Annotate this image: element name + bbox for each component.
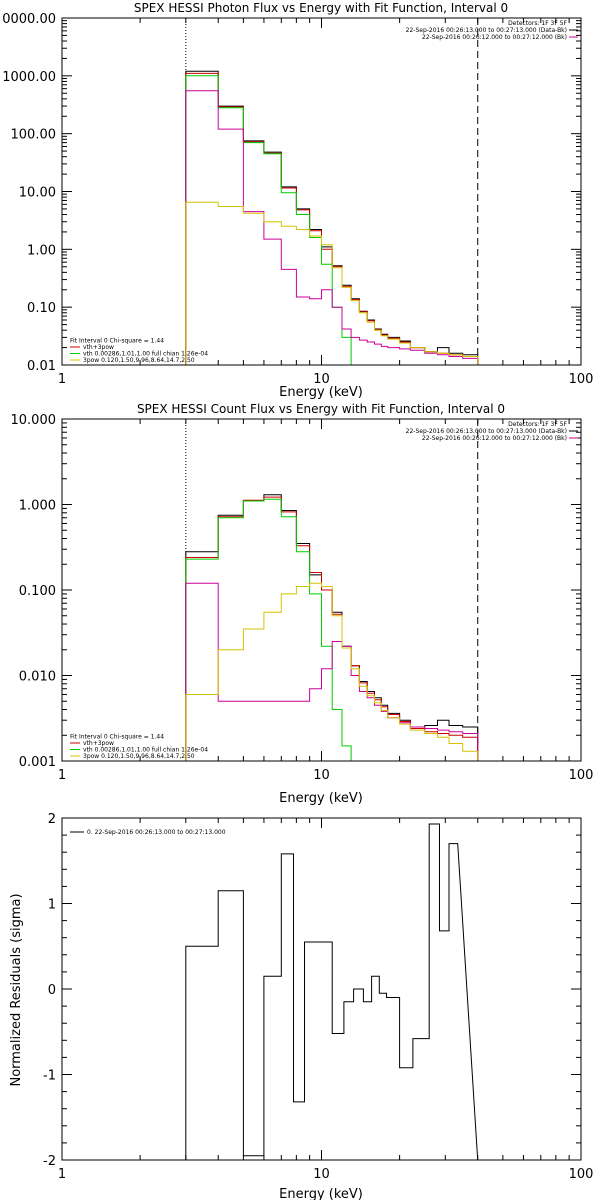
y-tick-label: 1.00 <box>27 243 56 258</box>
x-tick-label: 10 <box>313 1167 330 1182</box>
plot-area: 1 10 100 0.01 0.10 1.00 10.00 100.00 1000.00 0000… <box>2 12 594 387</box>
count-flux-panel: SPEX HESSI Count Flux vs Energy with Fit… <box>11 402 594 806</box>
x-tick-label: 1 <box>58 768 66 783</box>
series-line-2 <box>185 75 479 365</box>
legend-entry: vth+3pow <box>83 740 114 747</box>
y-tick-label: 0.100 <box>19 584 56 599</box>
x-ticks: 1 10 100 <box>58 18 594 387</box>
y-ticks: -2 -1 0 1 2 <box>43 812 581 1169</box>
y-ticks: 0.01 0.10 1.00 10.00 100.00 1000.00 0000.00 <box>2 12 581 374</box>
y-tick-label: 0.01 <box>27 359 56 374</box>
y-tick-label: -2 <box>43 1154 56 1169</box>
y-axis-label: Normalized Residuals (sigma) <box>9 893 24 1086</box>
x-tick-label: 1 <box>58 372 66 387</box>
legend-entry: 3pow 0.120,1.50,9.96,8.64,14.7,2.50 <box>83 357 195 364</box>
x-tick-label: 100 <box>569 372 594 387</box>
y-tick-label: 10.00 <box>19 186 56 201</box>
legend-entry: 22-Sep-2016 00:26:13.000 to 00:27:13.000… <box>406 428 567 435</box>
y-ticks: 0.001 0.010 0.100 1.000 10.000 <box>11 413 581 770</box>
legend-entry: vth+3pow <box>83 344 114 351</box>
series-line-2 <box>185 498 479 761</box>
residuals-panel: Energy (keV) Normalized Residuals (sigma… <box>9 812 593 1200</box>
series-line-0 <box>185 823 479 1160</box>
y-tick-label: 100.00 <box>11 128 57 143</box>
y-tick-label: 1000.00 <box>2 70 56 85</box>
legend-entry: 22-Sep-2016 00:26:13.000 to 00:27:13.000… <box>406 27 567 34</box>
x-tick-label: 1 <box>58 1167 66 1182</box>
chart-title: SPEX HESSI Count Flux vs Energy with Fit… <box>137 402 505 416</box>
plot-area: 1 10 100 -2 -1 0 1 2 0. 22-Sep-2016 00:26:13.000… <box>43 812 593 1182</box>
legend-bottom: Fit Interval 0 Chi-square = 1.44vth+3pow… <box>70 734 208 760</box>
y-tick-label: 0.001 <box>19 755 56 770</box>
legend-top: 0. 22-Sep-2016 00:26:13.000 to 00:27:13.… <box>70 829 226 836</box>
y-tick-label: 0000.00 <box>2 12 56 27</box>
x-tick-label: 100 <box>569 768 594 783</box>
plot-frame <box>61 817 582 1161</box>
legend-entry: vth 0.00286,1.01,1.00 full chian 1.26e-0… <box>83 747 208 754</box>
legend-entry: Detectors: 1F 3F 5F <box>508 20 567 27</box>
series-group <box>185 70 479 365</box>
legend-entry: vth 0.00286,1.01,1.00 full chian 1.26e-0… <box>83 351 208 358</box>
plot-frame <box>61 418 582 762</box>
y-tick-label: 0 <box>48 983 56 998</box>
series-line-4 <box>185 201 479 365</box>
legend-entry: Detectors: 1F 3F 5F <box>508 421 567 428</box>
series-line-4 <box>185 582 479 761</box>
y-tick-label: 10.000 <box>11 413 57 428</box>
y-tick-label: 2 <box>48 812 56 827</box>
x-tick-label: 10 <box>313 372 330 387</box>
legend-entry: 22-Sep-2016 00:26:12.000 to 00:27:12.000… <box>422 34 567 41</box>
x-axis-label: Energy (keV) <box>279 385 363 400</box>
y-tick-label: 1 <box>48 898 56 913</box>
legend-entry: 3pow 0.120,1.50,9.96,8.64,14.7,2.50 <box>83 753 195 760</box>
x-axis-label: Energy (keV) <box>279 1187 363 1200</box>
y-tick-label: 0.010 <box>19 670 56 685</box>
y-tick-label: 1.000 <box>19 499 56 514</box>
legend-entry: 22-Sep-2016 00:26:12.000 to 00:27:12.000… <box>422 435 567 442</box>
plot-frame <box>61 17 582 366</box>
y-tick-label: -1 <box>43 1069 56 1084</box>
legend-entry: Fit Interval 0 Chi-square = 1.44 <box>70 734 164 741</box>
legend-entry: Fit Interval 0 Chi-square = 1.44 <box>70 338 164 345</box>
plot-area: 1 10 100 0.001 0.010 0.100 1.000 10.000 Detector… <box>11 413 594 783</box>
legend-entry: 0. 22-Sep-2016 00:26:13.000 to 00:27:13.… <box>87 829 226 836</box>
series-group <box>185 823 479 1160</box>
chart-title: SPEX HESSI Photon Flux vs Energy with Fi… <box>134 1 508 15</box>
legend-bottom: Fit Interval 0 Chi-square = 1.44vth+3pow… <box>70 338 208 364</box>
photon-flux-panel: SPEX HESSI Photon Flux vs Energy with Fi… <box>2 1 594 400</box>
series-line-3 <box>185 90 479 365</box>
x-ticks: 1 10 100 <box>58 419 594 783</box>
x-tick-label: 100 <box>569 1167 594 1182</box>
y-tick-label: 0.10 <box>27 301 56 316</box>
x-axis-label: Energy (keV) <box>279 791 363 806</box>
series-group <box>185 494 479 761</box>
x-tick-label: 10 <box>313 768 330 783</box>
